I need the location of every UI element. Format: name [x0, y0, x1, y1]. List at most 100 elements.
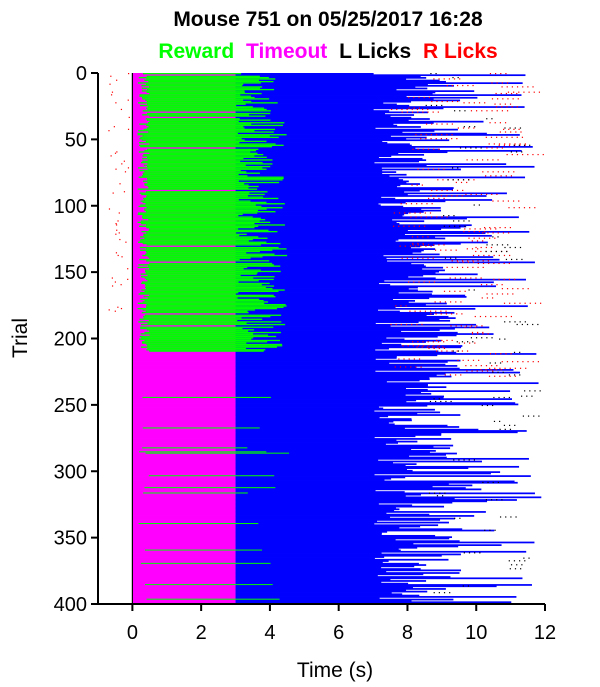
trial-row [132, 399, 417, 402]
r-lick [433, 197, 435, 199]
trial-row [132, 465, 520, 468]
trial-row [132, 479, 385, 481]
reward-bar [145, 211, 276, 213]
r-lick [441, 134, 443, 136]
l-lick [441, 104, 443, 107]
r-lick [501, 86, 503, 88]
timeout-bar [132, 574, 236, 577]
r-lick [506, 361, 509, 363]
trial-row [115, 233, 405, 236]
y-tick-label: 200 [54, 329, 87, 351]
r-lick [477, 262, 479, 265]
timeout-bar [132, 497, 236, 500]
timeout-bar [132, 556, 236, 558]
iti-bar [235, 400, 407, 403]
r-lick [421, 184, 423, 186]
trial-row [123, 191, 405, 193]
r-lick [522, 288, 524, 290]
reward-bar [144, 208, 267, 211]
reward-bar [143, 197, 279, 200]
iti-bar [235, 383, 428, 386]
iti-bar [235, 390, 511, 392]
trial-row [132, 411, 441, 414]
iti-bar [235, 294, 466, 297]
trial-row [132, 269, 445, 272]
r-lick [109, 83, 111, 85]
r-lick [469, 342, 471, 344]
trial-row [132, 483, 449, 485]
l-lick [430, 73, 432, 75]
trial-row [132, 177, 399, 180]
r-lick [506, 82, 509, 84]
trial-row [132, 245, 432, 248]
iti-bar [235, 370, 376, 373]
l-lick [444, 257, 447, 259]
iti-bar [235, 224, 472, 227]
l-lick [486, 404, 489, 407]
r-lick [433, 78, 435, 80]
trial-row [132, 339, 453, 342]
timeout-bar [132, 512, 236, 515]
reward-bar [149, 143, 276, 146]
r-lick [511, 136, 513, 138]
r-lick [446, 189, 448, 192]
reward-bar [137, 82, 261, 85]
legend-reward: Reward [158, 40, 234, 63]
reward-bar [142, 301, 269, 304]
l-lick [468, 289, 470, 291]
r-lick [492, 232, 494, 234]
r-lick [517, 288, 519, 290]
r-lick [411, 184, 413, 186]
trial-row [132, 376, 430, 379]
r-lick [492, 370, 494, 372]
l-lick [515, 151, 518, 153]
iti-bar [235, 572, 460, 574]
trial-row [132, 289, 475, 292]
trial-row [132, 253, 440, 256]
timeout-bar [132, 375, 236, 378]
r-lick [480, 284, 483, 286]
l-lick [519, 246, 522, 249]
r-lick [497, 232, 499, 234]
r-lick [522, 153, 524, 156]
reward-bar [149, 262, 273, 265]
r-lick [423, 225, 426, 227]
iti-bar [235, 272, 436, 274]
iti-bar [235, 489, 376, 492]
x-tick-label: 4 [264, 622, 275, 644]
r-lick [497, 98, 499, 100]
trial-row [132, 132, 487, 135]
trial-row [132, 313, 463, 316]
r-lick [481, 325, 483, 327]
y-tick-label: 50 [65, 129, 87, 151]
iti-bar [235, 519, 441, 521]
r-lick [482, 232, 484, 234]
r-lick [509, 367, 511, 369]
trial-row [132, 237, 496, 240]
timeout-bar [132, 519, 236, 521]
trial-row [132, 367, 527, 370]
iti-bar [235, 123, 394, 126]
trial-row [132, 505, 445, 508]
r-lick [402, 345, 404, 347]
trial-row [132, 424, 516, 427]
reward-bar [140, 346, 277, 349]
r-lick [483, 237, 486, 239]
r-lick [529, 302, 531, 304]
r-lick [466, 181, 468, 184]
trial-row [132, 119, 409, 122]
r-lick [121, 256, 123, 258]
timeout-bar [132, 496, 236, 499]
r-lick [438, 347, 440, 349]
timeout-bar [132, 382, 236, 385]
r-lick [467, 266, 469, 269]
iti-bar [235, 589, 407, 592]
l-lick [425, 104, 427, 107]
timeout-bar [132, 415, 236, 418]
iti-bar [235, 183, 420, 185]
timeout-bar [132, 189, 236, 192]
r-lick [480, 250, 482, 253]
trial-row [132, 359, 480, 362]
trial-row [132, 326, 490, 329]
r-lick [501, 284, 503, 286]
